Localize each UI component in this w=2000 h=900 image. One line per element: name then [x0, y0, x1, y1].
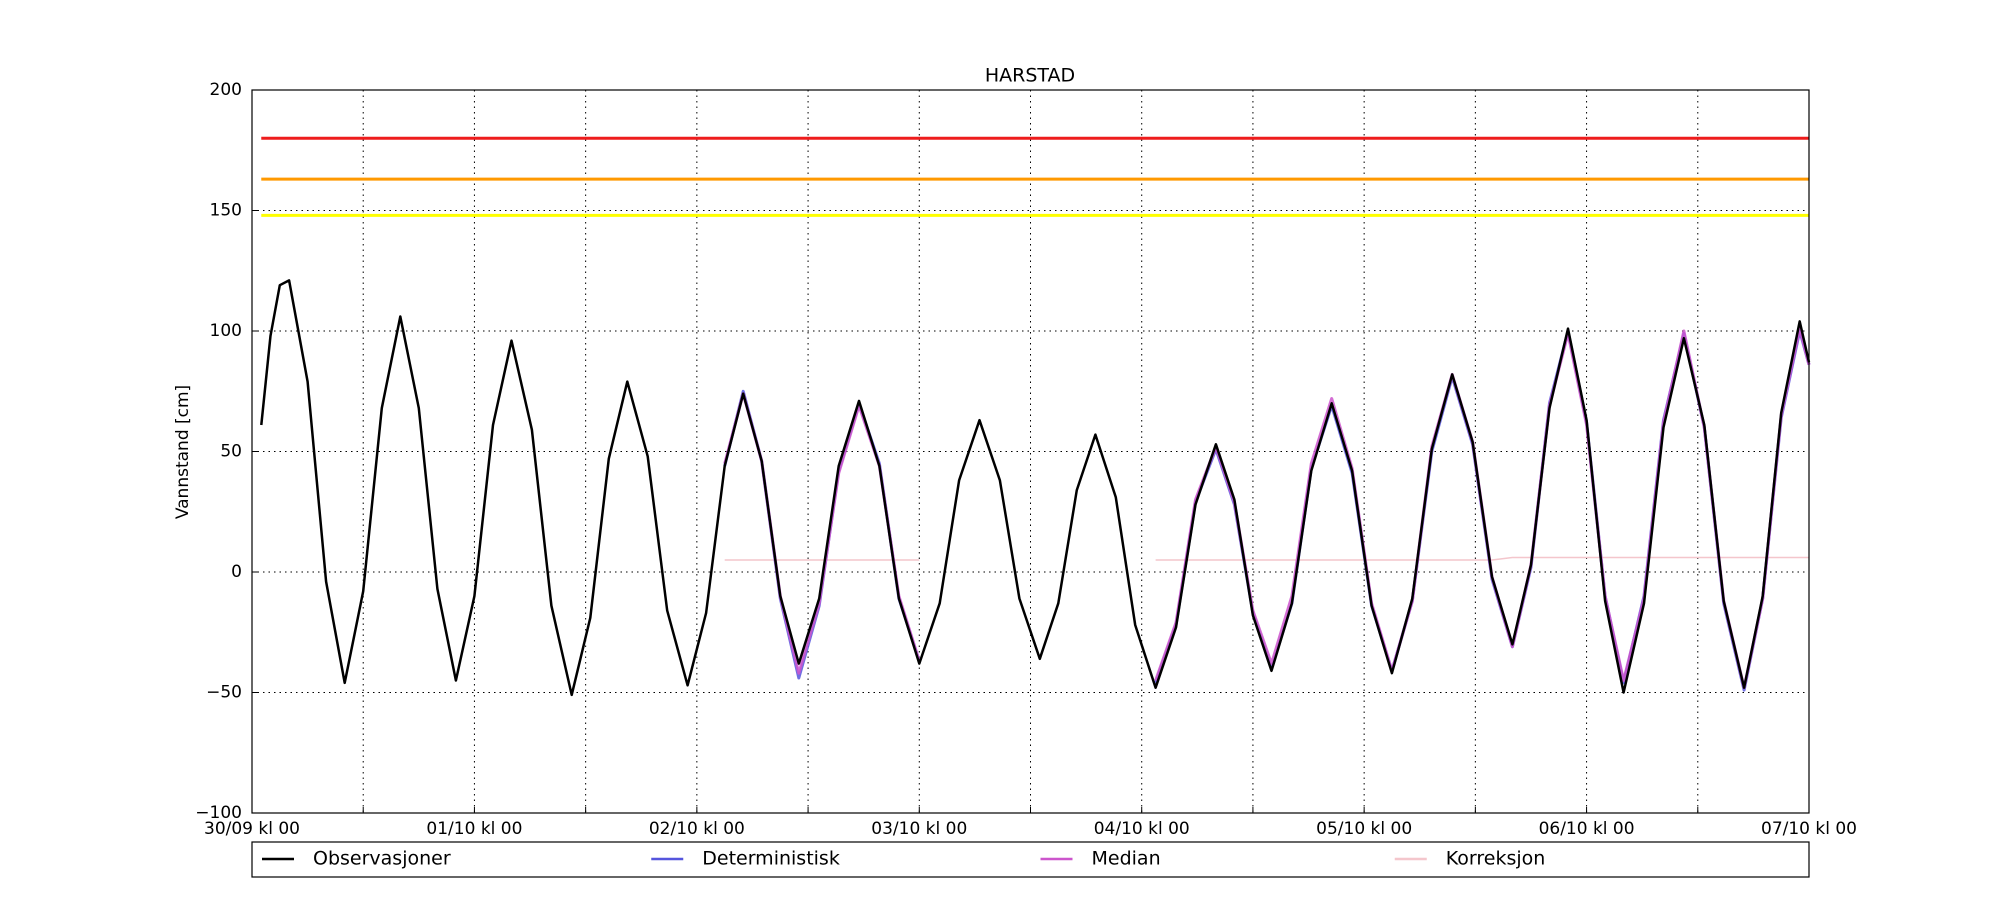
y-tick-label: 150 — [210, 201, 242, 221]
x-tick-label: 06/10 kl 00 — [1539, 819, 1635, 839]
legend-label: Observasjoner — [313, 848, 451, 870]
series-line — [724, 556, 1809, 561]
y-tick-label: 200 — [210, 80, 242, 100]
y-tick-label: −50 — [206, 683, 242, 703]
legend-label: Korreksjon — [1446, 848, 1546, 870]
x-tick-label: 02/10 kl 00 — [649, 819, 745, 839]
x-tick-label: 30/09 kl 00 — [204, 819, 300, 839]
x-tick-label: 07/10 kl 00 — [1761, 819, 1857, 839]
y-tick-label: −100 — [195, 803, 242, 823]
y-axis-label: Vannstand [cm] — [173, 385, 193, 519]
x-tick-label: 05/10 kl 00 — [1316, 819, 1412, 839]
chart-title: HARSTAD — [985, 65, 1075, 87]
x-tick-label: 03/10 kl 00 — [871, 819, 967, 839]
y-tick-label: 100 — [210, 321, 242, 341]
y-tick-label: 0 — [231, 562, 242, 582]
y-tick-label: 50 — [220, 442, 242, 462]
legend-label: Median — [1092, 848, 1161, 870]
axes-frame — [251, 89, 1810, 814]
legend-label: Deterministisk — [702, 848, 840, 870]
x-tick-label: 01/10 kl 00 — [426, 819, 522, 839]
series-line — [260, 279, 1811, 697]
legend-box — [251, 841, 1810, 878]
x-tick-label: 04/10 kl 00 — [1094, 819, 1190, 839]
